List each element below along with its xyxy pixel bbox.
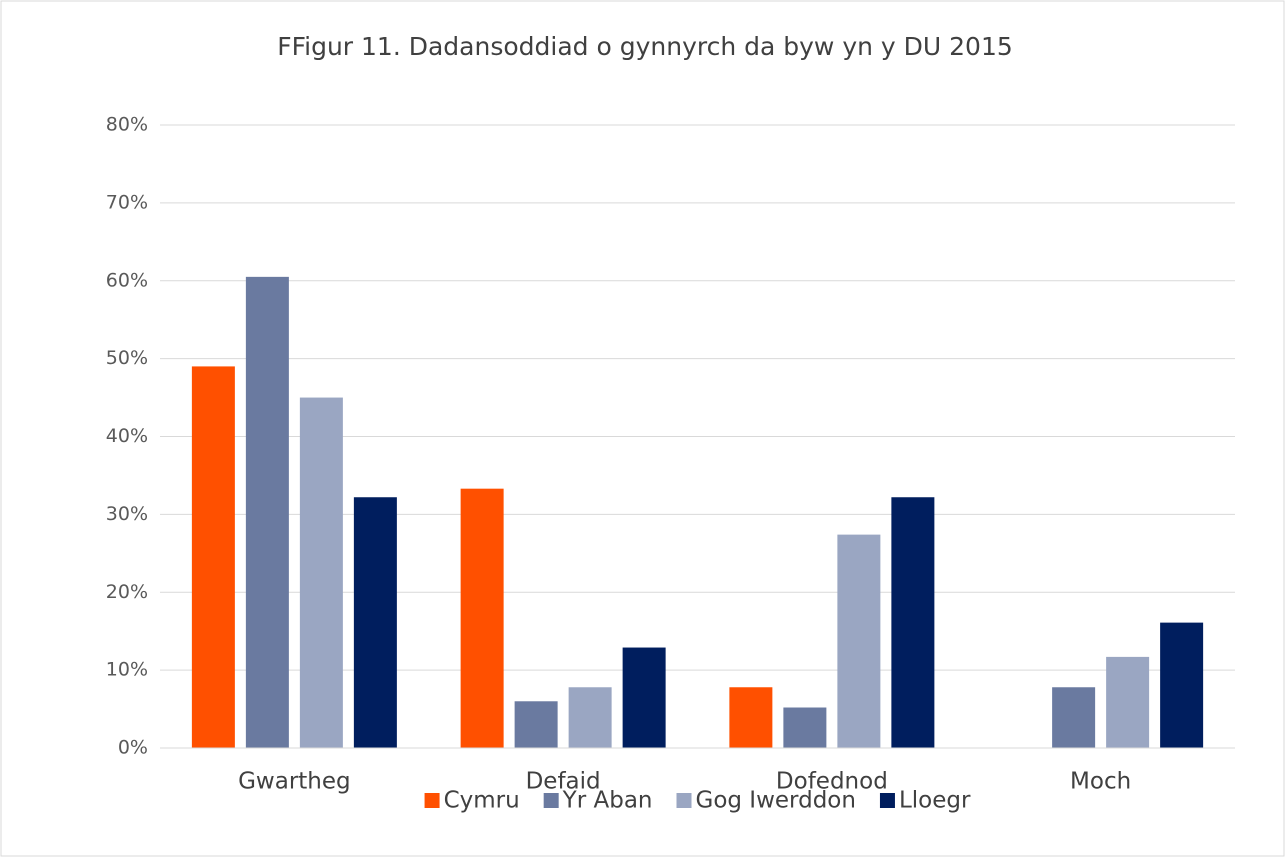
bar: [1052, 687, 1096, 748]
legend-swatch: [879, 793, 895, 808]
legend-label: Yr Aban: [562, 788, 653, 814]
bar: [1160, 622, 1204, 748]
bar: [622, 647, 666, 748]
bar: [891, 497, 935, 748]
x-tick-label: Defaid: [526, 769, 601, 795]
x-tick-label: Dofednod: [776, 769, 888, 795]
bar: [729, 687, 773, 748]
y-tick-label: 70%: [106, 191, 148, 213]
y-tick-label: 10%: [106, 659, 148, 681]
x-tick-label: Moch: [1070, 769, 1131, 795]
bar: [460, 488, 504, 748]
legend-swatch: [424, 793, 440, 808]
bar: [191, 366, 235, 748]
bar: [1106, 656, 1150, 748]
bar: [353, 497, 397, 748]
legend-swatch: [676, 793, 692, 808]
bar: [514, 701, 558, 748]
y-tick-label: 20%: [106, 581, 148, 603]
legend-label: Gog Iwerddon: [696, 788, 856, 814]
y-tick-label: 0%: [118, 737, 148, 759]
chart-title: FFigur 11. Dadansoddiad o gynnyrch da by…: [277, 32, 1013, 61]
legend-label: Lloegr: [899, 788, 971, 814]
bar: [837, 534, 881, 748]
bar: [299, 397, 343, 748]
x-tick-label: Gwartheg: [238, 769, 351, 795]
bar: [245, 276, 289, 748]
y-tick-label: 60%: [106, 269, 148, 291]
legend-label: Cymru: [444, 788, 520, 814]
bar: [568, 687, 612, 748]
y-tick-label: 80%: [106, 114, 148, 136]
bar: [783, 707, 827, 748]
y-tick-label: 40%: [106, 425, 148, 447]
legend-swatch: [543, 793, 559, 808]
y-tick-label: 50%: [106, 347, 148, 369]
y-tick-label: 30%: [106, 503, 148, 525]
